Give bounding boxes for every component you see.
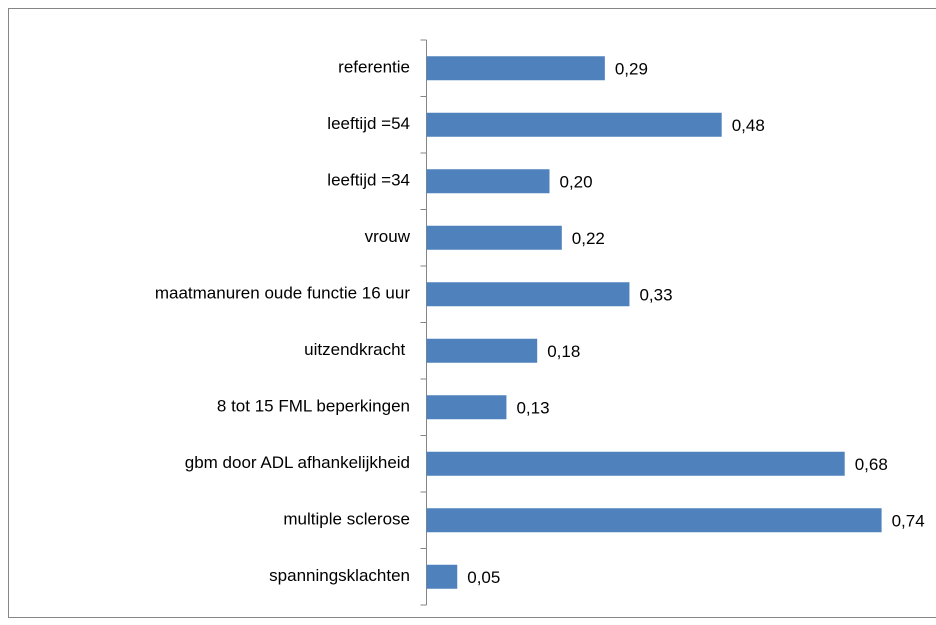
bar <box>426 169 550 194</box>
category-label: leeftijd =34 <box>327 171 410 190</box>
bar <box>426 112 722 137</box>
value-label: 0,13 <box>516 399 549 418</box>
category-label: maatmanuren oude functie 16 uur <box>155 284 411 303</box>
category-label: multiple sclerose <box>283 510 410 529</box>
value-label: 0,22 <box>572 229 605 248</box>
category-label: gbm door ADL afhankelijkheid <box>185 453 410 472</box>
category-label: referentie <box>338 58 410 77</box>
category-label: leeftijd =54 <box>327 114 410 133</box>
value-label: 0,18 <box>547 342 580 361</box>
value-label: 0,68 <box>855 455 888 474</box>
value-label: 0,05 <box>467 568 500 587</box>
value-label: 0,33 <box>639 286 672 305</box>
bar <box>426 451 845 476</box>
category-label: spanningsklachten <box>269 566 410 585</box>
category-label: vrouw <box>365 227 411 246</box>
bar <box>426 56 605 81</box>
category-label: 8 tot 15 FML beperkingen <box>217 397 410 416</box>
value-label: 0,48 <box>732 116 765 135</box>
value-label: 0,74 <box>892 512 925 531</box>
bar <box>426 395 507 420</box>
category-label: uitzendkracht <box>304 340 410 359</box>
value-label: 0,29 <box>615 60 648 79</box>
bar <box>426 338 538 363</box>
value-label: 0,20 <box>560 173 593 192</box>
bar <box>426 508 882 533</box>
bar <box>426 225 562 250</box>
bar <box>426 282 630 307</box>
bar <box>426 564 458 589</box>
